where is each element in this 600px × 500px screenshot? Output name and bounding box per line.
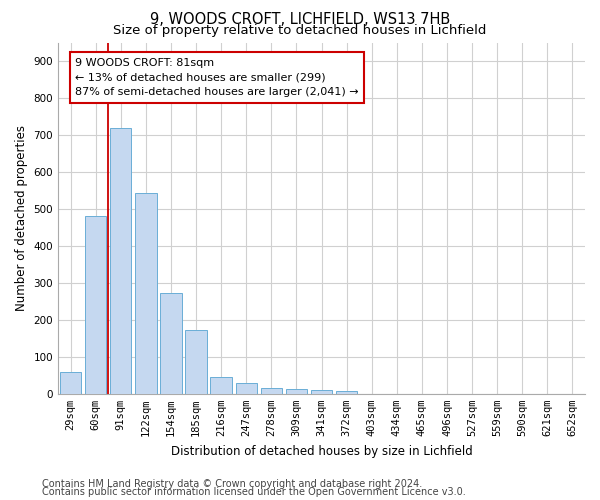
X-axis label: Distribution of detached houses by size in Lichfield: Distribution of detached houses by size … <box>170 444 472 458</box>
Text: Contains HM Land Registry data © Crown copyright and database right 2024.: Contains HM Land Registry data © Crown c… <box>42 479 422 489</box>
Bar <box>85 216 106 394</box>
Text: 9 WOODS CROFT: 81sqm
← 13% of detached houses are smaller (299)
87% of semi-deta: 9 WOODS CROFT: 81sqm ← 13% of detached h… <box>75 58 359 98</box>
Text: Size of property relative to detached houses in Lichfield: Size of property relative to detached ho… <box>113 24 487 37</box>
Bar <box>160 293 182 394</box>
Bar <box>211 377 232 394</box>
Bar <box>135 193 157 394</box>
Bar <box>311 390 332 394</box>
Bar <box>236 382 257 394</box>
Y-axis label: Number of detached properties: Number of detached properties <box>15 125 28 311</box>
Text: Contains public sector information licensed under the Open Government Licence v3: Contains public sector information licen… <box>42 487 466 497</box>
Text: 9, WOODS CROFT, LICHFIELD, WS13 7HB: 9, WOODS CROFT, LICHFIELD, WS13 7HB <box>150 12 450 26</box>
Bar <box>286 389 307 394</box>
Bar <box>336 391 357 394</box>
Bar <box>260 388 282 394</box>
Bar <box>60 372 81 394</box>
Bar <box>185 330 207 394</box>
Bar <box>110 128 131 394</box>
